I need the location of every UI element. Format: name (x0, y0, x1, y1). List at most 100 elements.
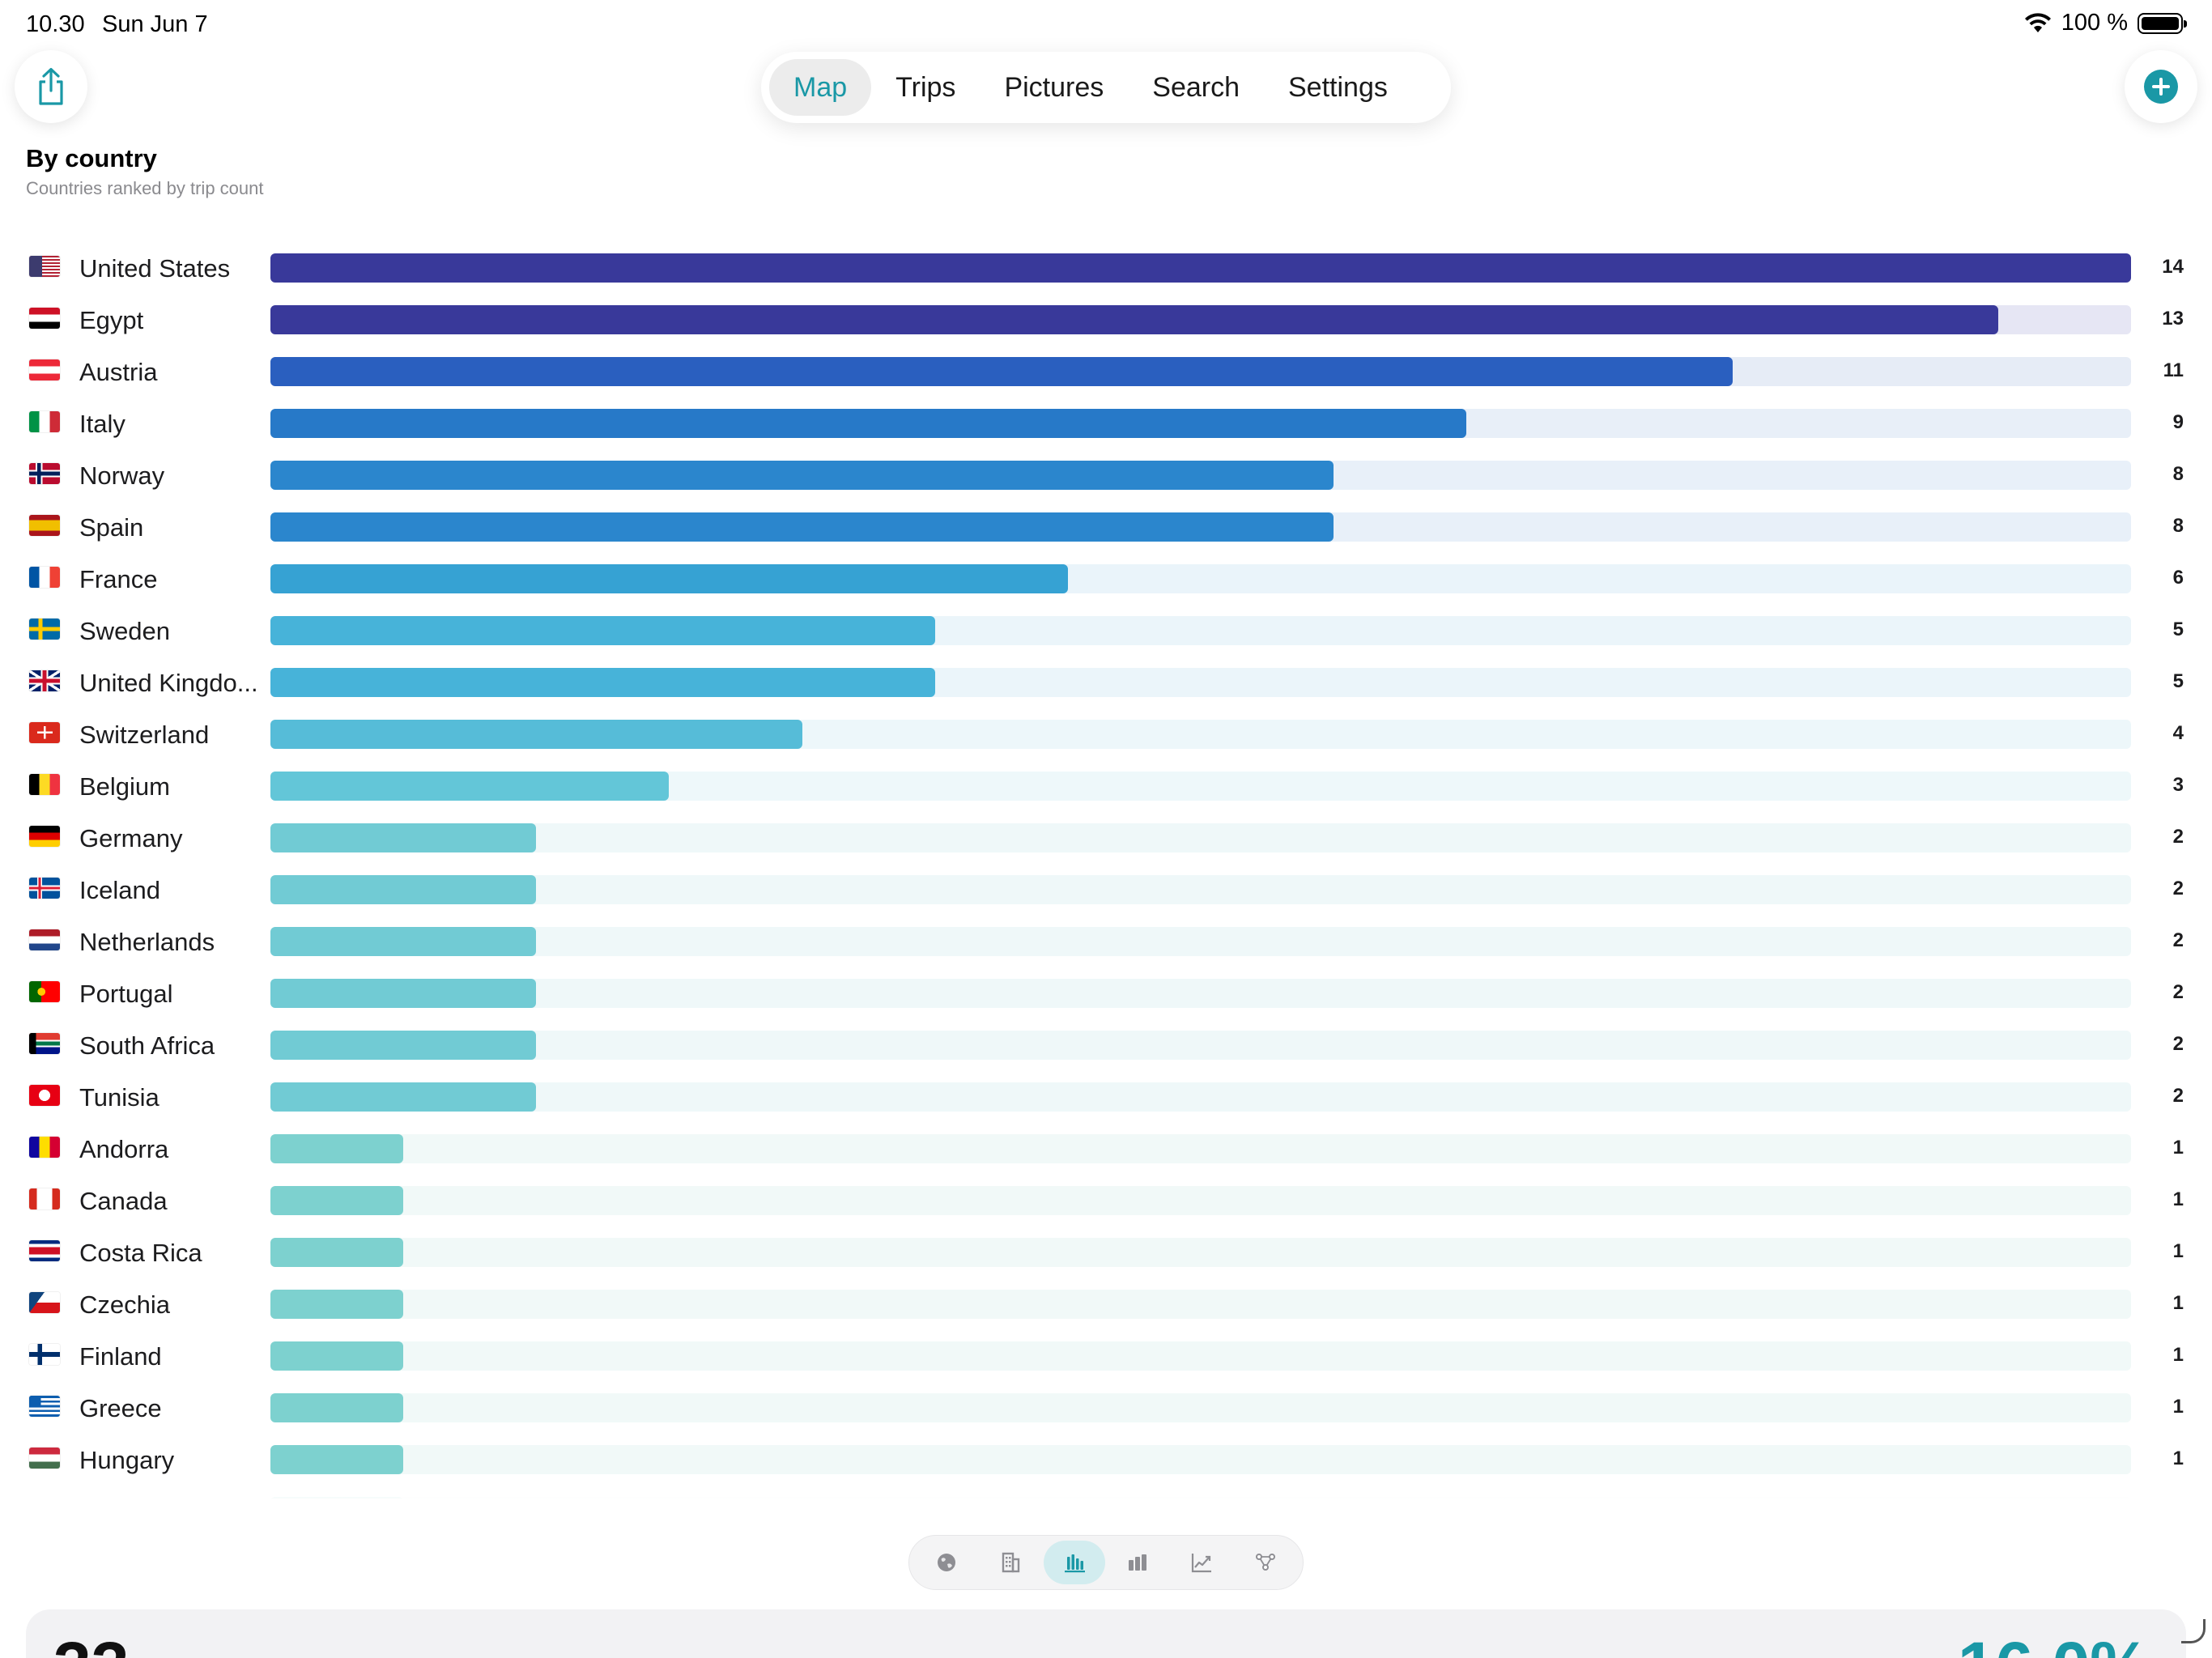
buildings-view-button[interactable] (980, 1541, 1041, 1584)
section-title: By country (26, 144, 157, 172)
chart-row[interactable]: Switzerland 4 (0, 709, 2212, 761)
bar (270, 512, 1334, 542)
bar-track (270, 1031, 2131, 1060)
chart-row[interactable]: France 6 (0, 554, 2212, 606)
country-ranking-view-button[interactable] (1043, 1541, 1105, 1584)
bar-chart-horizontal-icon (1064, 1554, 1085, 1573)
chart-row[interactable]: Netherlands 2 (0, 916, 2212, 968)
chart-row[interactable]: Czechia 1 (0, 1279, 2212, 1331)
resize-handle-icon[interactable] (2181, 1619, 2206, 1643)
chart-row[interactable]: Tunisia 2 (0, 1072, 2212, 1124)
bar-value-label: 1 (2172, 1396, 2184, 1418)
bar-track (270, 564, 2131, 593)
chart-row[interactable]: Norway 8 (0, 450, 2212, 502)
tab-settings[interactable]: Settings (1288, 72, 1388, 103)
bar (270, 1134, 404, 1163)
chart-row[interactable]: Italy 9 (0, 398, 2212, 450)
bar-track (270, 720, 2131, 749)
flag-nl-icon (29, 929, 60, 950)
bar-value-label: 2 (2172, 1033, 2184, 1055)
bar-track (270, 772, 2131, 801)
bar (270, 772, 670, 801)
bar (270, 720, 802, 749)
chart-row[interactable]: Andorra 1 (0, 1124, 2212, 1175)
bar-value-label: 2 (2172, 878, 2184, 899)
bar-label: Canada (79, 1187, 168, 1215)
flag-is-icon (29, 878, 60, 899)
bar (270, 564, 1068, 593)
chart-row[interactable]: Canada 1 (0, 1175, 2212, 1227)
bar (270, 616, 935, 645)
battery-icon (2138, 12, 2187, 34)
bar-value-label: 5 (2172, 619, 2184, 640)
status-bar: 10.30 Sun Jun 7 100 % (0, 0, 2212, 53)
trend-view-button[interactable] (1171, 1541, 1232, 1584)
bar (270, 1186, 404, 1215)
bar-label: Germany (79, 824, 183, 852)
summary-card[interactable]: 33 16.0% (26, 1609, 2186, 1658)
chart-row[interactable]: Spain 8 (0, 502, 2212, 554)
chart-row[interactable]: Costa Rica 1 (0, 1227, 2212, 1279)
bar-label: Greece (79, 1394, 162, 1422)
chart-row[interactable]: Egypt 13 (0, 295, 2212, 346)
chart-row[interactable]: South Africa 2 (0, 1020, 2212, 1072)
bar-value-label: 1 (2172, 1292, 2184, 1314)
bar-value-label: 8 (2172, 463, 2184, 485)
bar-value-label: 3 (2172, 774, 2184, 796)
bar-label: Costa Rica (79, 1239, 202, 1267)
flag-it-icon (29, 411, 60, 432)
tab-trips[interactable]: Trips (895, 72, 956, 103)
chart-row[interactable]: Sweden 5 (0, 606, 2212, 657)
tab-pictures[interactable]: Pictures (1004, 72, 1104, 103)
add-button[interactable] (2125, 50, 2197, 123)
scroll-fade (0, 1473, 2212, 1499)
bar-label: Belgium (79, 772, 170, 801)
bar-label: Finland (79, 1342, 162, 1371)
bar-label: Spain (79, 513, 144, 542)
status-indicators: 100 % (2024, 10, 2187, 36)
bar-track (270, 512, 2131, 542)
bar-track (270, 1341, 2131, 1371)
flag-fi-icon (29, 1344, 60, 1365)
section-subtitle: Countries ranked by trip count (26, 178, 264, 198)
bar-track (270, 1082, 2131, 1112)
bar-track (270, 1445, 2131, 1474)
chart-row[interactable]: Portugal 2 (0, 968, 2212, 1020)
network-view-button[interactable] (1235, 1541, 1296, 1584)
bar (270, 1290, 404, 1319)
bar-track (270, 461, 2131, 490)
bar-value-label: 14 (2162, 256, 2184, 278)
bar-value-label: 8 (2172, 515, 2184, 537)
bar (270, 1393, 404, 1422)
bar-value-label: 1 (2172, 1240, 2184, 1262)
top-tab-bar: Map Trips Pictures Search Settings (761, 52, 1451, 123)
chart-row[interactable]: Austria 11 (0, 346, 2212, 398)
chart-row[interactable]: Belgium 3 (0, 761, 2212, 813)
bar-label: Iceland (79, 876, 160, 904)
chart-row[interactable]: United Kingdo... 5 (0, 657, 2212, 709)
share-button[interactable] (15, 50, 87, 123)
share-icon (39, 67, 63, 105)
bar (270, 1445, 404, 1474)
network-icon (1255, 1554, 1275, 1571)
bar-label: United Kingdo... (79, 669, 258, 697)
bar-value-label: 4 (2172, 722, 2184, 744)
chart-row[interactable]: United States 14 (0, 243, 2212, 295)
chart-row[interactable]: Iceland 2 (0, 865, 2212, 916)
bar-track (270, 1238, 2131, 1267)
chart-row[interactable]: Hungary 1 (0, 1435, 2212, 1486)
bar (270, 823, 537, 852)
bar-track (270, 668, 2131, 697)
bar (270, 979, 537, 1008)
bar-value-label: 2 (2172, 826, 2184, 848)
tab-search[interactable]: Search (1152, 72, 1240, 103)
chart-row[interactable]: Germany 2 (0, 813, 2212, 865)
bar-value-label: 5 (2172, 670, 2184, 692)
chart-row[interactable]: Greece 1 (0, 1383, 2212, 1435)
flag-ca-icon (29, 1188, 60, 1209)
yearly-view-button[interactable] (1107, 1541, 1168, 1584)
globe-view-button[interactable] (916, 1541, 977, 1584)
chart-row[interactable]: Finland 1 (0, 1331, 2212, 1383)
country-bar-chart: United States 14 Egypt 13 Austria 11 Italy 9 Nor… (0, 243, 2212, 1499)
tab-map[interactable]: Map (769, 59, 872, 116)
